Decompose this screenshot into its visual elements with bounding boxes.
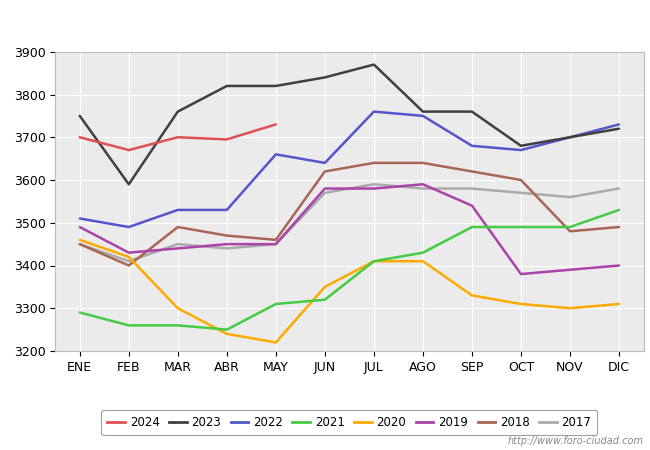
Legend: 2024, 2023, 2022, 2021, 2020, 2019, 2018, 2017: 2024, 2023, 2022, 2021, 2020, 2019, 2018… [101, 410, 597, 435]
Text: Afiliados en Jerez de los Caballeros a 31/5/2024: Afiliados en Jerez de los Caballeros a 3… [135, 16, 515, 31]
Text: http://www.foro-ciudad.com: http://www.foro-ciudad.com [508, 436, 644, 446]
